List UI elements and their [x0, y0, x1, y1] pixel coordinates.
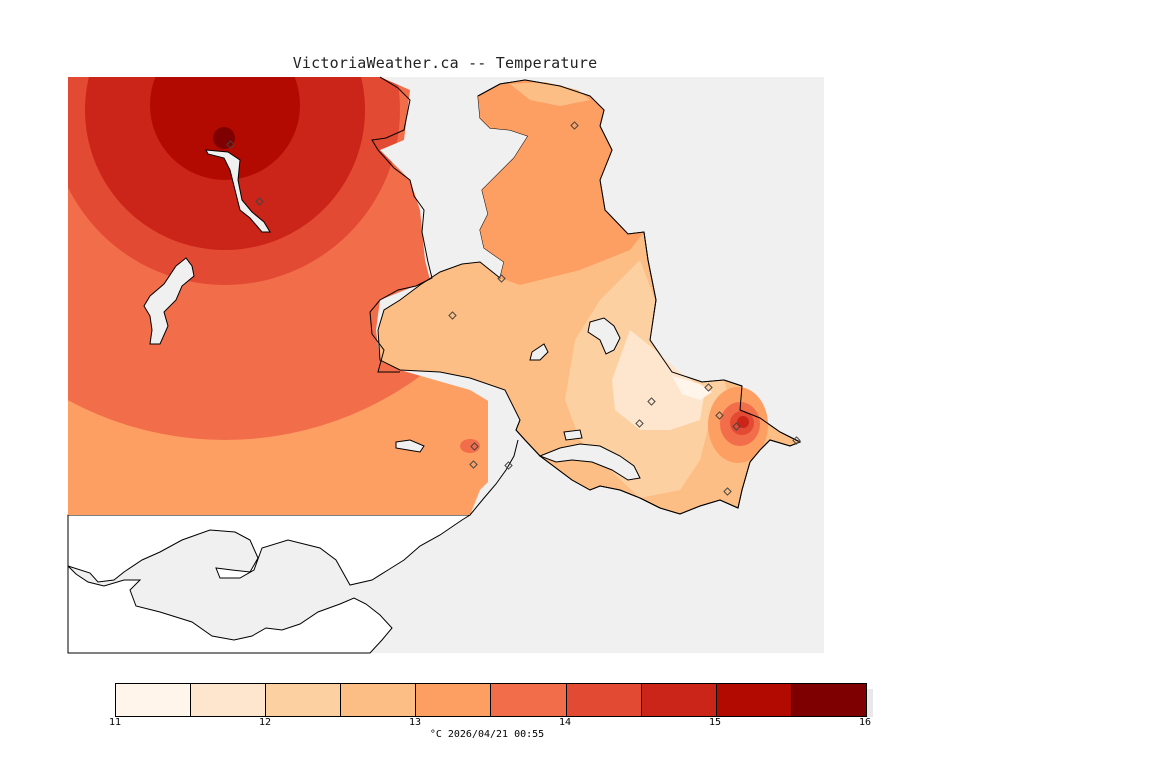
color-legend: [115, 683, 867, 717]
legend-tick-label: 14: [558, 717, 572, 728]
weather-stations: [226, 121, 801, 496]
station-marker[interactable]: [255, 197, 264, 206]
legend-tick-label: 11: [108, 717, 122, 728]
legend-swatch: [491, 684, 567, 716]
harbour-inlet-2: [563, 429, 583, 441]
lake-west: [143, 257, 195, 345]
station-marker[interactable]: [704, 383, 713, 392]
contour-11-11_5: [672, 376, 712, 400]
legend-tick-label: 16: [858, 717, 872, 728]
legend-swatch: [716, 684, 792, 716]
lake-south: [395, 439, 425, 453]
contour-16-peak: [213, 127, 235, 149]
legend-tick-label: 13: [408, 717, 422, 728]
contour-12_5-13-north-tip: [510, 82, 590, 106]
eastern-peninsula: [377, 79, 802, 515]
legend-swatch: [641, 684, 717, 716]
contour-11_5-12: [612, 330, 705, 430]
legend-tick-label: 15: [708, 717, 722, 728]
station-marker[interactable]: [470, 442, 479, 451]
legend-swatch: [566, 684, 642, 716]
station-marker[interactable]: [497, 274, 506, 283]
station-marker[interactable]: [715, 411, 724, 420]
station-marker[interactable]: [448, 311, 457, 320]
legend-swatch: [266, 684, 342, 716]
map-title: VictoriaWeather.ca -- Temperature: [292, 54, 598, 72]
contour-east-warm-15: [737, 416, 749, 428]
legend-swatch: [341, 684, 417, 716]
station-marker[interactable]: [647, 397, 656, 406]
legend-tick-label: 12: [258, 717, 272, 728]
southwest-coastline: [469, 439, 519, 516]
station-marker[interactable]: [570, 121, 579, 130]
legend-swatch: [116, 684, 192, 716]
lake-peninsula-2: [529, 343, 549, 361]
station-marker[interactable]: [635, 419, 644, 428]
station-marker[interactable]: [792, 436, 801, 445]
legend-swatch: [791, 684, 866, 716]
station-marker[interactable]: [504, 461, 513, 470]
station-marker[interactable]: [226, 140, 235, 149]
station-marker[interactable]: [723, 487, 732, 496]
legend-swatch: [191, 684, 267, 716]
inlet-north: [205, 149, 271, 233]
timestamp-label: 2026/04/21 00:55: [447, 729, 545, 740]
harbour-inlet: [538, 443, 641, 481]
station-marker[interactable]: [732, 422, 741, 431]
unit-label: °C: [429, 729, 442, 740]
legend-footer: °C 2026/04/21 00:55: [0, 729, 980, 740]
lake-peninsula-1: [587, 317, 621, 355]
legend-swatch: [416, 684, 492, 716]
western-coastline: [369, 76, 433, 373]
legend-shadow: [865, 689, 873, 717]
southern-shore-land: [67, 514, 472, 654]
station-marker[interactable]: [469, 460, 478, 469]
peninsula-coastline: [477, 79, 802, 515]
